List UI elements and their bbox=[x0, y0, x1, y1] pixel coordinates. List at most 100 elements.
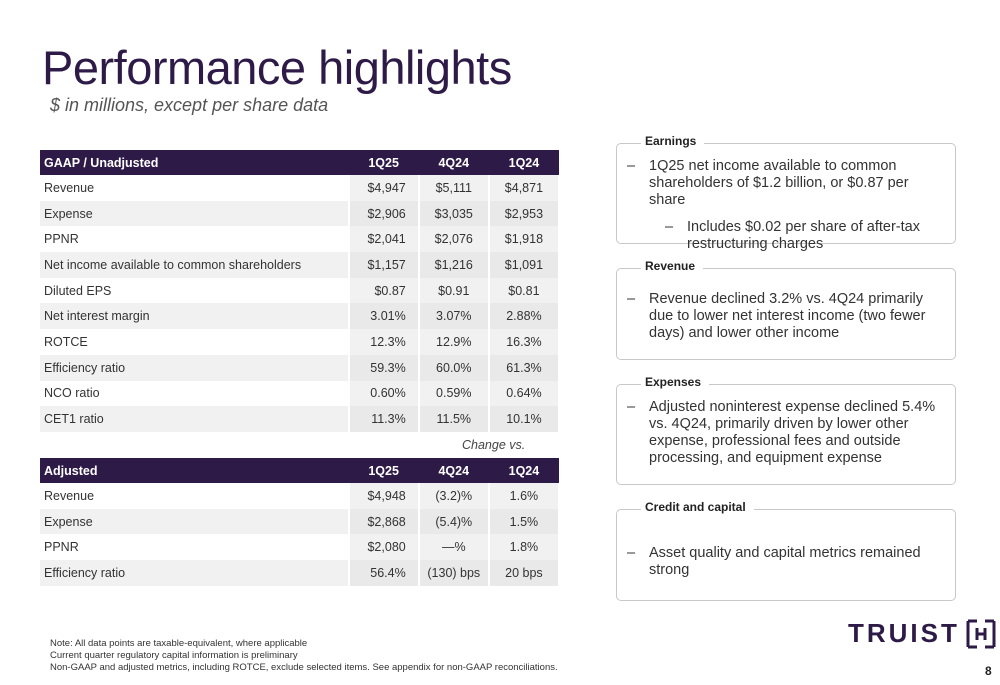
table-row: Efficiency ratio 56.4% (130) bps 20 bps bbox=[40, 560, 561, 586]
page-title: Performance highlights bbox=[42, 41, 512, 94]
table-header-period: 1Q24 bbox=[488, 458, 559, 483]
metric-label: Diluted EPS bbox=[40, 277, 350, 304]
table-row: Net interest margin 3.01% 3.07% 2.88% bbox=[40, 303, 561, 330]
table-row: CET1 ratio 11.3% 11.5% 10.1% bbox=[40, 406, 561, 432]
table-row: Revenue $4,948 (3.2)% 1.6% bbox=[40, 483, 561, 509]
credit-capital-card-heading: Credit and capital bbox=[641, 500, 754, 514]
metric-label: Efficiency ratio bbox=[40, 354, 350, 381]
metric-value: $1,918 bbox=[488, 226, 561, 253]
table-row: Revenue $4,947 $5,111 $4,871 bbox=[40, 175, 561, 201]
revenue-card: Revenue – Revenue declined 3.2% vs. 4Q24 … bbox=[616, 259, 956, 360]
metric-label: Net income available to common sharehold… bbox=[40, 252, 350, 278]
adjusted-table: Adjusted 1Q25 4Q24 1Q24 Revenue $4,948 (3.2)%… bbox=[40, 458, 561, 586]
metric-value: 20 bps bbox=[488, 560, 561, 586]
revenue-bullet: – Revenue declined 3.2% vs. 4Q24 primaril… bbox=[627, 291, 926, 341]
metric-value: $0.87 bbox=[348, 277, 420, 304]
metric-value: $0.81 bbox=[488, 277, 561, 304]
metric-value: $4,948 bbox=[348, 483, 420, 509]
metric-value: $0.91 bbox=[418, 277, 490, 304]
footnote-line: Note: All data points are taxable-equiva… bbox=[50, 638, 308, 649]
footnotes: Note: All data points are taxable-equiva… bbox=[50, 638, 558, 674]
expenses-card-heading: Expenses bbox=[641, 375, 710, 389]
table-header-period: 4Q24 bbox=[418, 458, 489, 483]
metric-value: 59.3% bbox=[348, 354, 420, 381]
table-row: Diluted EPS $0.87 $0.91 $0.81 bbox=[40, 277, 561, 304]
metric-value: 1.8% bbox=[488, 534, 561, 561]
table-header-period: 1Q25 bbox=[348, 458, 419, 483]
metric-value: 3.07% bbox=[418, 303, 490, 330]
table-row: Expense $2,906 $3,035 $2,953 bbox=[40, 200, 561, 227]
credit-capital-card: Credit and capital – Asset quality and ca… bbox=[616, 500, 956, 601]
page-subtitle: $ in millions, except per share data bbox=[50, 95, 329, 115]
earnings-card: Earnings –1Q25 net income available to c… bbox=[616, 134, 956, 252]
change-vs-label: Change vs. bbox=[462, 438, 526, 452]
truist-logo: TRUIST bbox=[848, 618, 996, 649]
metric-value: 2.88% bbox=[488, 303, 561, 330]
metric-value: $2,953 bbox=[488, 200, 561, 227]
earnings-sub-bullet: – Includes $0.02 per share of after-tax r… bbox=[665, 219, 920, 252]
metric-value: 11.5% bbox=[418, 406, 490, 432]
metric-value: 3.01% bbox=[348, 303, 420, 330]
table-header-period: 1Q24 bbox=[488, 150, 559, 175]
expenses-bullet: – Adjusted noninterest expense declined 5… bbox=[627, 399, 936, 466]
metric-value: (130) bps bbox=[418, 560, 490, 586]
metric-value: 0.60% bbox=[348, 380, 420, 407]
adjusted-table-header: Adjusted 1Q25 4Q24 1Q24 bbox=[40, 458, 559, 483]
metric-value: 1.6% bbox=[488, 483, 561, 509]
metric-value: 0.59% bbox=[418, 380, 490, 407]
table-header-label: GAAP / Unadjusted bbox=[40, 150, 349, 175]
table-row: ROTCE 12.3% 12.9% 16.3% bbox=[40, 329, 561, 355]
metric-value: $1,216 bbox=[418, 252, 490, 278]
metric-value: 60.0% bbox=[418, 354, 490, 381]
metric-value: —% bbox=[418, 534, 490, 561]
metric-value: 10.1% bbox=[488, 406, 561, 432]
metric-label: ROTCE bbox=[40, 329, 350, 355]
metric-value: $4,871 bbox=[488, 175, 561, 201]
metric-value: 16.3% bbox=[488, 329, 561, 355]
gaap-table-header: GAAP / Unadjusted 1Q25 4Q24 1Q24 bbox=[40, 150, 559, 175]
metric-value: 11.3% bbox=[348, 406, 420, 432]
page-number: 8 bbox=[985, 664, 992, 678]
footnote-line: Non-GAAP and adjusted metrics, including… bbox=[50, 662, 558, 673]
table-row: NCO ratio 0.60% 0.59% 0.64% bbox=[40, 380, 561, 407]
footnote-line: Current quarter regulatory capital infor… bbox=[50, 650, 298, 661]
earnings-card-heading: Earnings bbox=[641, 134, 705, 148]
metric-value: $4,947 bbox=[348, 175, 420, 201]
metric-value: 1.5% bbox=[488, 508, 561, 535]
metric-label: Net interest margin bbox=[40, 303, 350, 330]
metric-label: PPNR bbox=[40, 226, 350, 253]
metric-value: $1,091 bbox=[488, 252, 561, 278]
metric-label: PPNR bbox=[40, 534, 350, 561]
expenses-card: Expenses – Adjusted noninterest expense d… bbox=[616, 375, 956, 485]
metric-value: 12.9% bbox=[418, 329, 490, 355]
metric-label: Revenue bbox=[40, 483, 350, 509]
metric-label: NCO ratio bbox=[40, 380, 350, 407]
revenue-card-heading: Revenue bbox=[641, 259, 704, 273]
metric-value: $2,868 bbox=[348, 508, 420, 535]
gaap-table: GAAP / Unadjusted 1Q25 4Q24 1Q24 Revenue $4,… bbox=[40, 150, 561, 432]
truist-mark-icon bbox=[966, 619, 996, 648]
metric-value: $2,076 bbox=[418, 226, 490, 253]
metric-value: 61.3% bbox=[488, 354, 561, 381]
metric-value: $2,906 bbox=[348, 200, 420, 227]
table-row: PPNR $2,080 —% 1.8% bbox=[40, 534, 561, 561]
metric-value: (5.4)% bbox=[418, 508, 490, 535]
metric-value: $3,035 bbox=[418, 200, 490, 227]
metric-label: CET1 ratio bbox=[40, 406, 350, 432]
table-row: Efficiency ratio 59.3% 60.0% 61.3% bbox=[40, 354, 561, 381]
metric-label: Revenue bbox=[40, 175, 350, 201]
logo-wordmark: TRUIST bbox=[848, 618, 960, 648]
table-row: PPNR $2,041 $2,076 $1,918 bbox=[40, 226, 561, 253]
metric-value: 12.3% bbox=[348, 329, 420, 355]
metric-value: 0.64% bbox=[488, 380, 561, 407]
table-header-label: Adjusted bbox=[40, 458, 349, 483]
metric-value: $5,111 bbox=[418, 175, 490, 201]
credit-capital-bullet: – Asset quality and capital metrics remai… bbox=[627, 545, 921, 578]
metric-label: Expense bbox=[40, 508, 350, 535]
metric-label: Expense bbox=[40, 200, 350, 227]
metric-value: 56.4% bbox=[348, 560, 420, 586]
metric-value: $2,041 bbox=[348, 226, 420, 253]
metric-value: $2,080 bbox=[348, 534, 420, 561]
table-header-period: 4Q24 bbox=[418, 150, 489, 175]
metric-value: $1,157 bbox=[348, 252, 420, 278]
